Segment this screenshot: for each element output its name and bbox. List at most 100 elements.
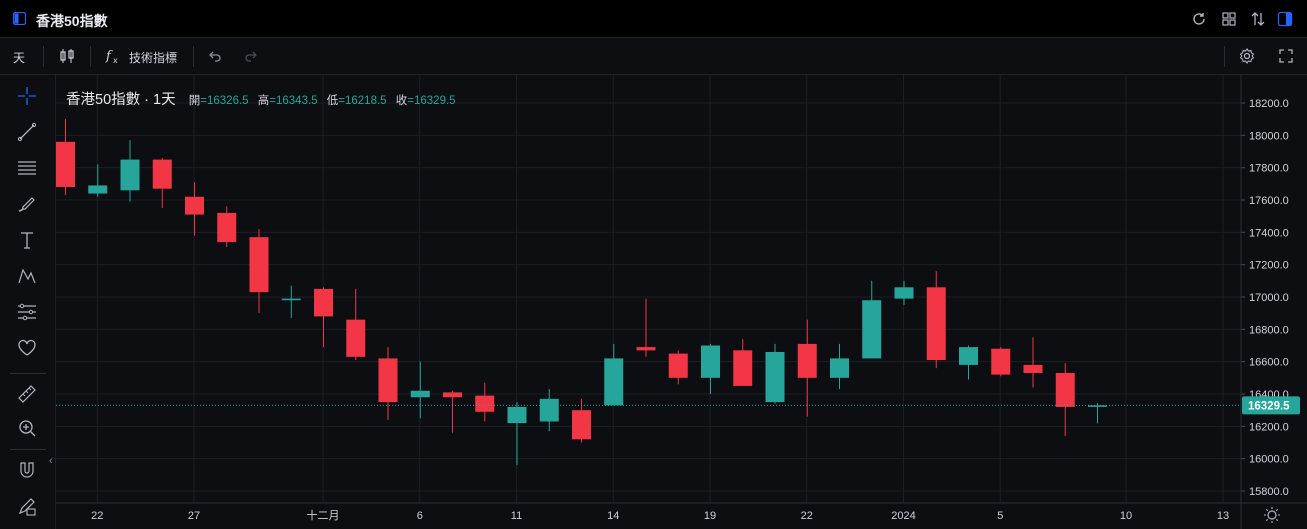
candle-up[interactable] [1088, 405, 1107, 407]
time-tick-label: 6 [417, 510, 423, 522]
candle-up[interactable] [410, 390, 430, 398]
candle-down[interactable] [443, 392, 462, 398]
candle-down[interactable] [152, 159, 172, 189]
candle-up[interactable] [88, 185, 108, 194]
toolbar-divider [193, 46, 194, 67]
candle-down[interactable] [249, 237, 269, 293]
symbol-label[interactable]: 香港50指數 · 1天 [66, 92, 176, 108]
candle-down[interactable] [314, 288, 333, 317]
settings-icon[interactable] [1238, 47, 1256, 65]
candlestick-chart[interactable]: 15800.016000.016200.016400.016600.016800… [56, 75, 1307, 529]
high-label: 高 [257, 95, 270, 107]
candle-down[interactable] [346, 319, 366, 357]
time-tick-label: 10 [1120, 510, 1132, 522]
candles-icon[interactable] [58, 47, 76, 65]
magnet-icon[interactable] [16, 459, 38, 481]
candle-down[interactable] [572, 410, 591, 440]
ruler-icon[interactable] [16, 383, 38, 405]
price-tick-label: 18000.0 [1249, 130, 1289, 142]
candle-up[interactable] [862, 300, 882, 359]
candle-down[interactable] [1023, 364, 1043, 373]
price-tick-label: 16000.0 [1249, 454, 1289, 466]
price-tick-label: 18200.0 [1249, 98, 1289, 110]
crosshair-icon[interactable] [16, 85, 38, 107]
pattern-icon[interactable] [16, 265, 38, 287]
candle-down[interactable] [378, 358, 398, 403]
candle-up[interactable] [120, 159, 140, 191]
interval-button[interactable]: 天 [13, 51, 26, 65]
price-tick-label: 17200.0 [1249, 260, 1289, 272]
high-value: =16343.5 [269, 95, 318, 107]
collapse-toolbar-icon[interactable]: ‹ [49, 455, 53, 467]
last-price-badge [1242, 396, 1300, 415]
low-value: =16218.5 [338, 95, 387, 107]
time-tick-label: 5 [997, 510, 1003, 522]
candle-up[interactable] [959, 347, 978, 365]
price-tick-label: 17000.0 [1249, 292, 1289, 304]
brush-icon[interactable] [16, 193, 38, 215]
candle-down[interactable] [185, 196, 204, 215]
lock-draw-icon[interactable] [16, 495, 38, 517]
candle-up[interactable] [539, 398, 559, 422]
redo-icon[interactable] [242, 47, 260, 65]
panel-icon[interactable] [1277, 11, 1293, 27]
trendline-icon[interactable] [16, 121, 38, 143]
fullscreen-icon[interactable] [1277, 47, 1295, 65]
indicators-button[interactable]: 技術指標 [129, 51, 178, 65]
candle-down[interactable] [926, 287, 946, 361]
candle-up[interactable] [894, 287, 914, 299]
time-tick-label: 22 [801, 510, 813, 522]
toolbar-divider [10, 449, 46, 450]
candle-up[interactable] [604, 358, 624, 406]
toolbar-divider [1224, 46, 1225, 67]
price-tick-label: 17800.0 [1249, 163, 1289, 175]
candle-down[interactable] [475, 395, 495, 412]
time-tick-label: 22 [91, 510, 103, 522]
text-icon[interactable] [16, 229, 38, 251]
window-title: 香港50指數 [36, 13, 108, 29]
undo-icon[interactable] [206, 47, 224, 65]
drawing-toolbar: ‹ [0, 75, 56, 529]
compare-icon[interactable] [1250, 11, 1266, 27]
time-tick-label: 2024 [891, 510, 915, 522]
open-label: 開 [188, 95, 201, 107]
layout-icon[interactable] [13, 12, 26, 25]
toolbar-divider [43, 46, 44, 67]
time-tick-label: 19 [704, 510, 716, 522]
candle-down[interactable] [991, 348, 1011, 375]
candle-up[interactable] [765, 351, 785, 403]
fib-icon[interactable] [16, 157, 38, 179]
price-tick-label: 17400.0 [1249, 227, 1289, 239]
heart-icon[interactable] [16, 337, 38, 359]
zoom-icon[interactable] [16, 417, 38, 439]
function-icon[interactable]: f x [105, 47, 123, 65]
forecast-icon[interactable] [16, 301, 38, 323]
candle-up[interactable] [281, 298, 301, 301]
grid-icon[interactable] [1221, 11, 1237, 27]
chart-legend: 香港50指數 · 1天 開=16326.5 高=16343.5 低=16218.… [66, 88, 462, 109]
price-tick-label: 17600.0 [1249, 195, 1289, 207]
candle-down[interactable] [1055, 372, 1075, 407]
low-label: 低 [326, 95, 339, 107]
candle-down[interactable] [797, 343, 817, 378]
svg-text:x: x [113, 56, 118, 65]
candle-down[interactable] [668, 353, 688, 378]
candle-down[interactable] [217, 212, 237, 243]
refresh-icon[interactable] [1191, 11, 1207, 27]
price-tick-label: 16800.0 [1249, 324, 1289, 336]
candle-up[interactable] [507, 406, 527, 424]
candle-up[interactable] [701, 345, 720, 378]
time-tick-label: 27 [188, 510, 200, 522]
sun-icon[interactable] [1264, 507, 1280, 523]
time-tick-label: 13 [1217, 510, 1229, 522]
candle-down[interactable] [636, 347, 656, 351]
close-value: =16329.5 [407, 95, 456, 107]
toolbar-divider [10, 373, 46, 374]
candle-up[interactable] [830, 358, 849, 378]
candle-down[interactable] [733, 350, 753, 386]
candle-down[interactable] [56, 141, 75, 188]
last-price-label: 16329.5 [1248, 400, 1290, 412]
price-tick-label: 16200.0 [1249, 421, 1289, 433]
title-bar: 香港50指數 [0, 0, 1307, 38]
close-label: 收 [395, 95, 408, 107]
